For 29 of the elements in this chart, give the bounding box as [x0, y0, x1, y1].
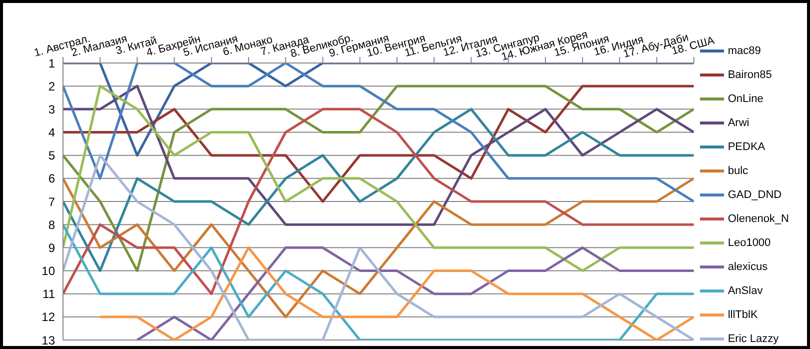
- legend-label: Eric Lazzy: [728, 332, 779, 344]
- y-tick-label: 6: [48, 172, 56, 186]
- legend-label: bulc: [728, 164, 748, 176]
- line-series: [63, 84, 694, 203]
- legend-label: alexicus: [728, 260, 768, 272]
- legend-label: Olenenok_N: [728, 212, 789, 224]
- y-tick-label: 2: [48, 79, 56, 94]
- line-series: [63, 84, 694, 226]
- legend-label: Bairon85: [728, 68, 772, 80]
- legend-label: Arwi: [728, 116, 750, 128]
- line-series: [63, 177, 694, 318]
- y-tick-label: 13: [42, 333, 56, 348]
- y-tick-label: 11: [42, 287, 56, 302]
- y-tick-label: 7: [48, 194, 56, 209]
- legend-label: Leo1000: [728, 236, 771, 248]
- legend-label: lllTblK: [728, 308, 758, 320]
- y-tick-label: 10: [42, 264, 56, 278]
- y-tick-label: 1: [48, 56, 56, 70]
- legend-label: mac89: [728, 44, 761, 56]
- y-tick-label: 8: [48, 218, 56, 232]
- legend-label: AnSlav: [728, 284, 763, 296]
- legend-label: PEDKA: [728, 140, 766, 152]
- legend-label: GAD_DND: [728, 188, 782, 200]
- y-tick-label: 9: [48, 240, 56, 255]
- legend-label: OnLine: [728, 92, 764, 104]
- y-tick-label: 4: [48, 126, 56, 140]
- y-tick-label: 3: [48, 102, 56, 116]
- y-tick-label: 12: [42, 310, 56, 324]
- y-tick-label: 5: [48, 148, 56, 163]
